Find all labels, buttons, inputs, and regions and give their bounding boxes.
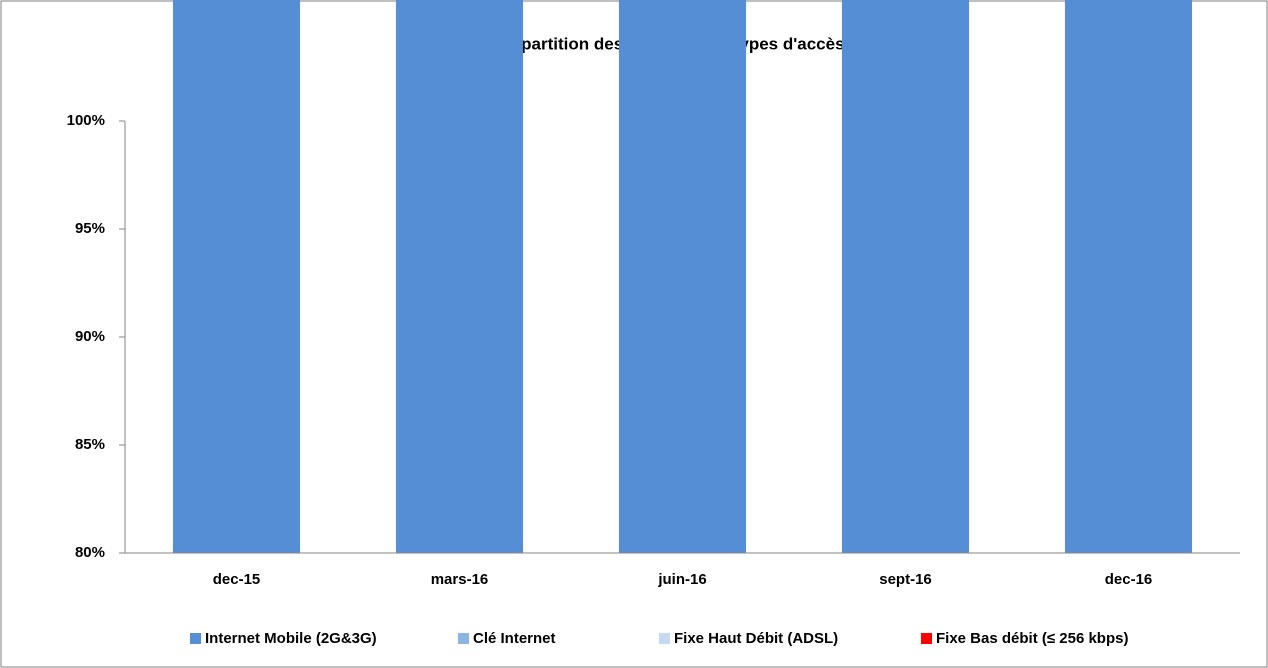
bar-segment — [841, 0, 970, 553]
y-tick-label: 80% — [75, 544, 105, 561]
x-tick-label: mars-16 — [431, 571, 489, 588]
x-tick-label: sept-16 — [879, 571, 932, 588]
bar-segment — [172, 0, 301, 554]
legend-swatch — [659, 633, 670, 644]
legend-swatch — [458, 633, 469, 644]
x-tick-label: dec-16 — [1105, 571, 1153, 588]
x-tick-label: juin-16 — [657, 571, 706, 588]
bar-segment — [395, 0, 524, 553]
legend-swatch — [190, 633, 201, 644]
legend-swatch — [921, 633, 932, 644]
bar-segment — [618, 0, 747, 553]
legend-label: Fixe Bas débit (≤ 256 kbps) — [936, 630, 1128, 647]
y-tick-label: 100% — [67, 112, 105, 129]
y-tick-label: 85% — [75, 436, 105, 453]
bar-segment — [1064, 0, 1193, 554]
y-tick-label: 90% — [75, 328, 105, 345]
x-tick-label: dec-15 — [213, 571, 261, 588]
legend-label: Internet Mobile (2G&3G) — [205, 630, 377, 647]
legend-label: Clé Internet — [473, 630, 556, 647]
legend-label: Fixe Haut Débit (ADSL) — [674, 630, 838, 647]
y-tick-label: 95% — [75, 220, 105, 237]
